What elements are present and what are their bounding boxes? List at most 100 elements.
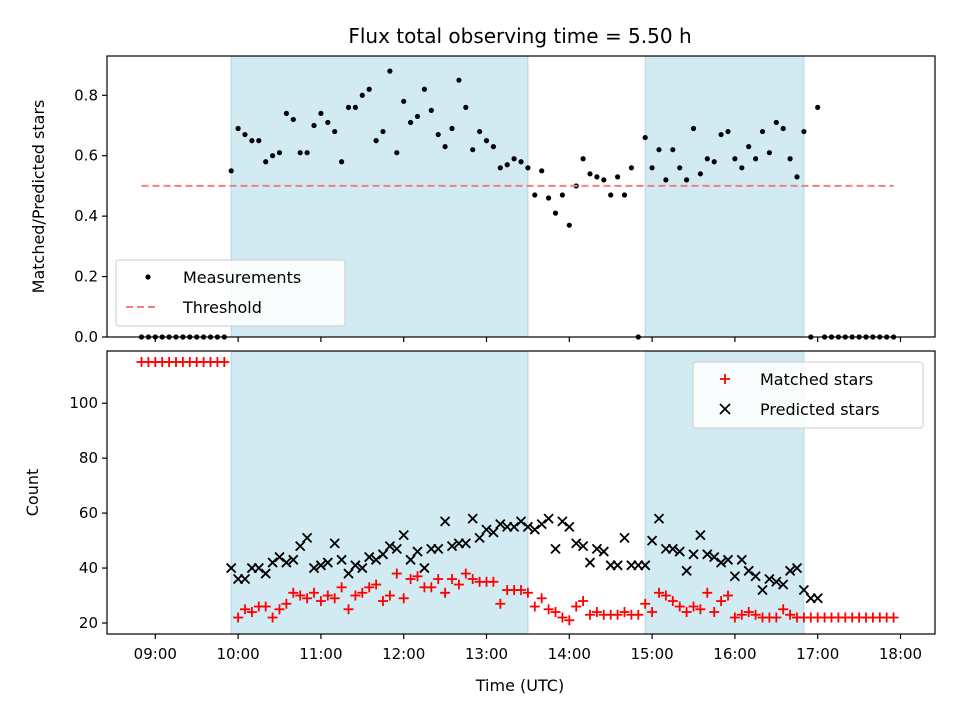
- data-point: [670, 147, 676, 153]
- figure-title: Flux total observing time = 5.50 h: [348, 24, 691, 48]
- data-point: [453, 579, 464, 590]
- data-point: [743, 565, 754, 576]
- data-point: [350, 560, 361, 571]
- data-point: [304, 150, 310, 156]
- marker-d2: [653, 513, 665, 524]
- data-point: [440, 587, 451, 598]
- marker-d2: [467, 513, 478, 524]
- data-point: [584, 557, 596, 568]
- data-point: [888, 612, 899, 623]
- x-tick-label: 15:00: [630, 645, 673, 663]
- marker-d2: [281, 557, 292, 568]
- marker-d2: [226, 562, 237, 574]
- data-point: [421, 86, 427, 92]
- data-point: [608, 192, 614, 198]
- data-point: [428, 107, 434, 113]
- marker-d2: [757, 584, 768, 596]
- data-point: [329, 593, 340, 604]
- data-point: [370, 554, 382, 565]
- data-point: [308, 562, 320, 574]
- legend-label: Measurements: [183, 268, 301, 287]
- data-point: [246, 607, 257, 618]
- data-point: [729, 612, 740, 623]
- top-y-axis-label: Matched/Predicted stars: [29, 100, 48, 294]
- marker-d2: [495, 518, 506, 530]
- marker-d2: [364, 551, 375, 563]
- data-point: [697, 171, 704, 177]
- data-point: [398, 593, 409, 604]
- x-tick-label: 10:00: [216, 645, 259, 663]
- data-point: [529, 601, 540, 612]
- data-point: [488, 576, 499, 587]
- marker-d2: [288, 554, 299, 565]
- data-point: [778, 604, 789, 615]
- data-point: [649, 165, 655, 171]
- marker-d2: [584, 557, 596, 568]
- data-point: [681, 607, 692, 618]
- marker-d2: [515, 516, 527, 527]
- data-point: [378, 596, 388, 607]
- marker-d2: [350, 560, 361, 571]
- marker-d2: [336, 554, 347, 565]
- data-point: [387, 68, 393, 74]
- data-point: [470, 147, 476, 153]
- data-point: [564, 521, 575, 532]
- top-legend: Measurements Threshold: [115, 259, 346, 327]
- data-point: [778, 579, 789, 590]
- marker-d2: [722, 554, 734, 565]
- data-point: [377, 549, 389, 560]
- data-point: [477, 128, 483, 135]
- data-point: [463, 104, 469, 110]
- marker-d2: [460, 538, 471, 549]
- legend-frame: [692, 361, 924, 429]
- data-point: [302, 593, 313, 604]
- x-tick-label: 13:00: [465, 645, 508, 663]
- marker-d2: [377, 549, 389, 560]
- data-point: [260, 568, 271, 579]
- data-point: [621, 192, 628, 198]
- data-point: [522, 587, 533, 598]
- marker-d2: [267, 557, 278, 568]
- data-point: [736, 554, 747, 565]
- marker-d2: [508, 521, 520, 532]
- data-point: [702, 587, 713, 598]
- data-point: [357, 587, 368, 598]
- data-point: [295, 540, 306, 552]
- data-point: [812, 593, 823, 604]
- data-point: [550, 607, 561, 618]
- bottom-y-tick-label: 80: [79, 449, 98, 467]
- data-point: [442, 144, 448, 150]
- data-point: [750, 609, 761, 620]
- data-point: [566, 222, 572, 228]
- marker-d2: [433, 543, 444, 554]
- marker-d2: [536, 518, 547, 530]
- data-point: [318, 110, 324, 117]
- data-point: [663, 177, 669, 183]
- data-point: [233, 612, 244, 623]
- top-y-tick-label: 0.6: [74, 147, 98, 165]
- marker-d2: [764, 573, 775, 585]
- marker-d2: [322, 557, 333, 568]
- data-point: [798, 584, 810, 596]
- data-point: [267, 612, 278, 623]
- data-point: [495, 598, 506, 609]
- data-point: [274, 604, 285, 615]
- data-point: [508, 521, 520, 532]
- data-point: [619, 532, 630, 543]
- data-point: [656, 147, 662, 153]
- bottom-y-tick-label: 100: [69, 394, 98, 412]
- data-point: [539, 168, 545, 174]
- data-point: [384, 540, 396, 552]
- legend-marker: [719, 403, 731, 415]
- data-point: [571, 601, 582, 612]
- data-point: [276, 150, 283, 156]
- marker-d2: [357, 562, 368, 574]
- data-point: [771, 576, 782, 587]
- data-point: [690, 125, 697, 132]
- data-point: [449, 125, 455, 132]
- data-point: [667, 543, 678, 554]
- data-point: [256, 138, 262, 144]
- marker-d2: [522, 521, 534, 532]
- data-point: [787, 156, 793, 162]
